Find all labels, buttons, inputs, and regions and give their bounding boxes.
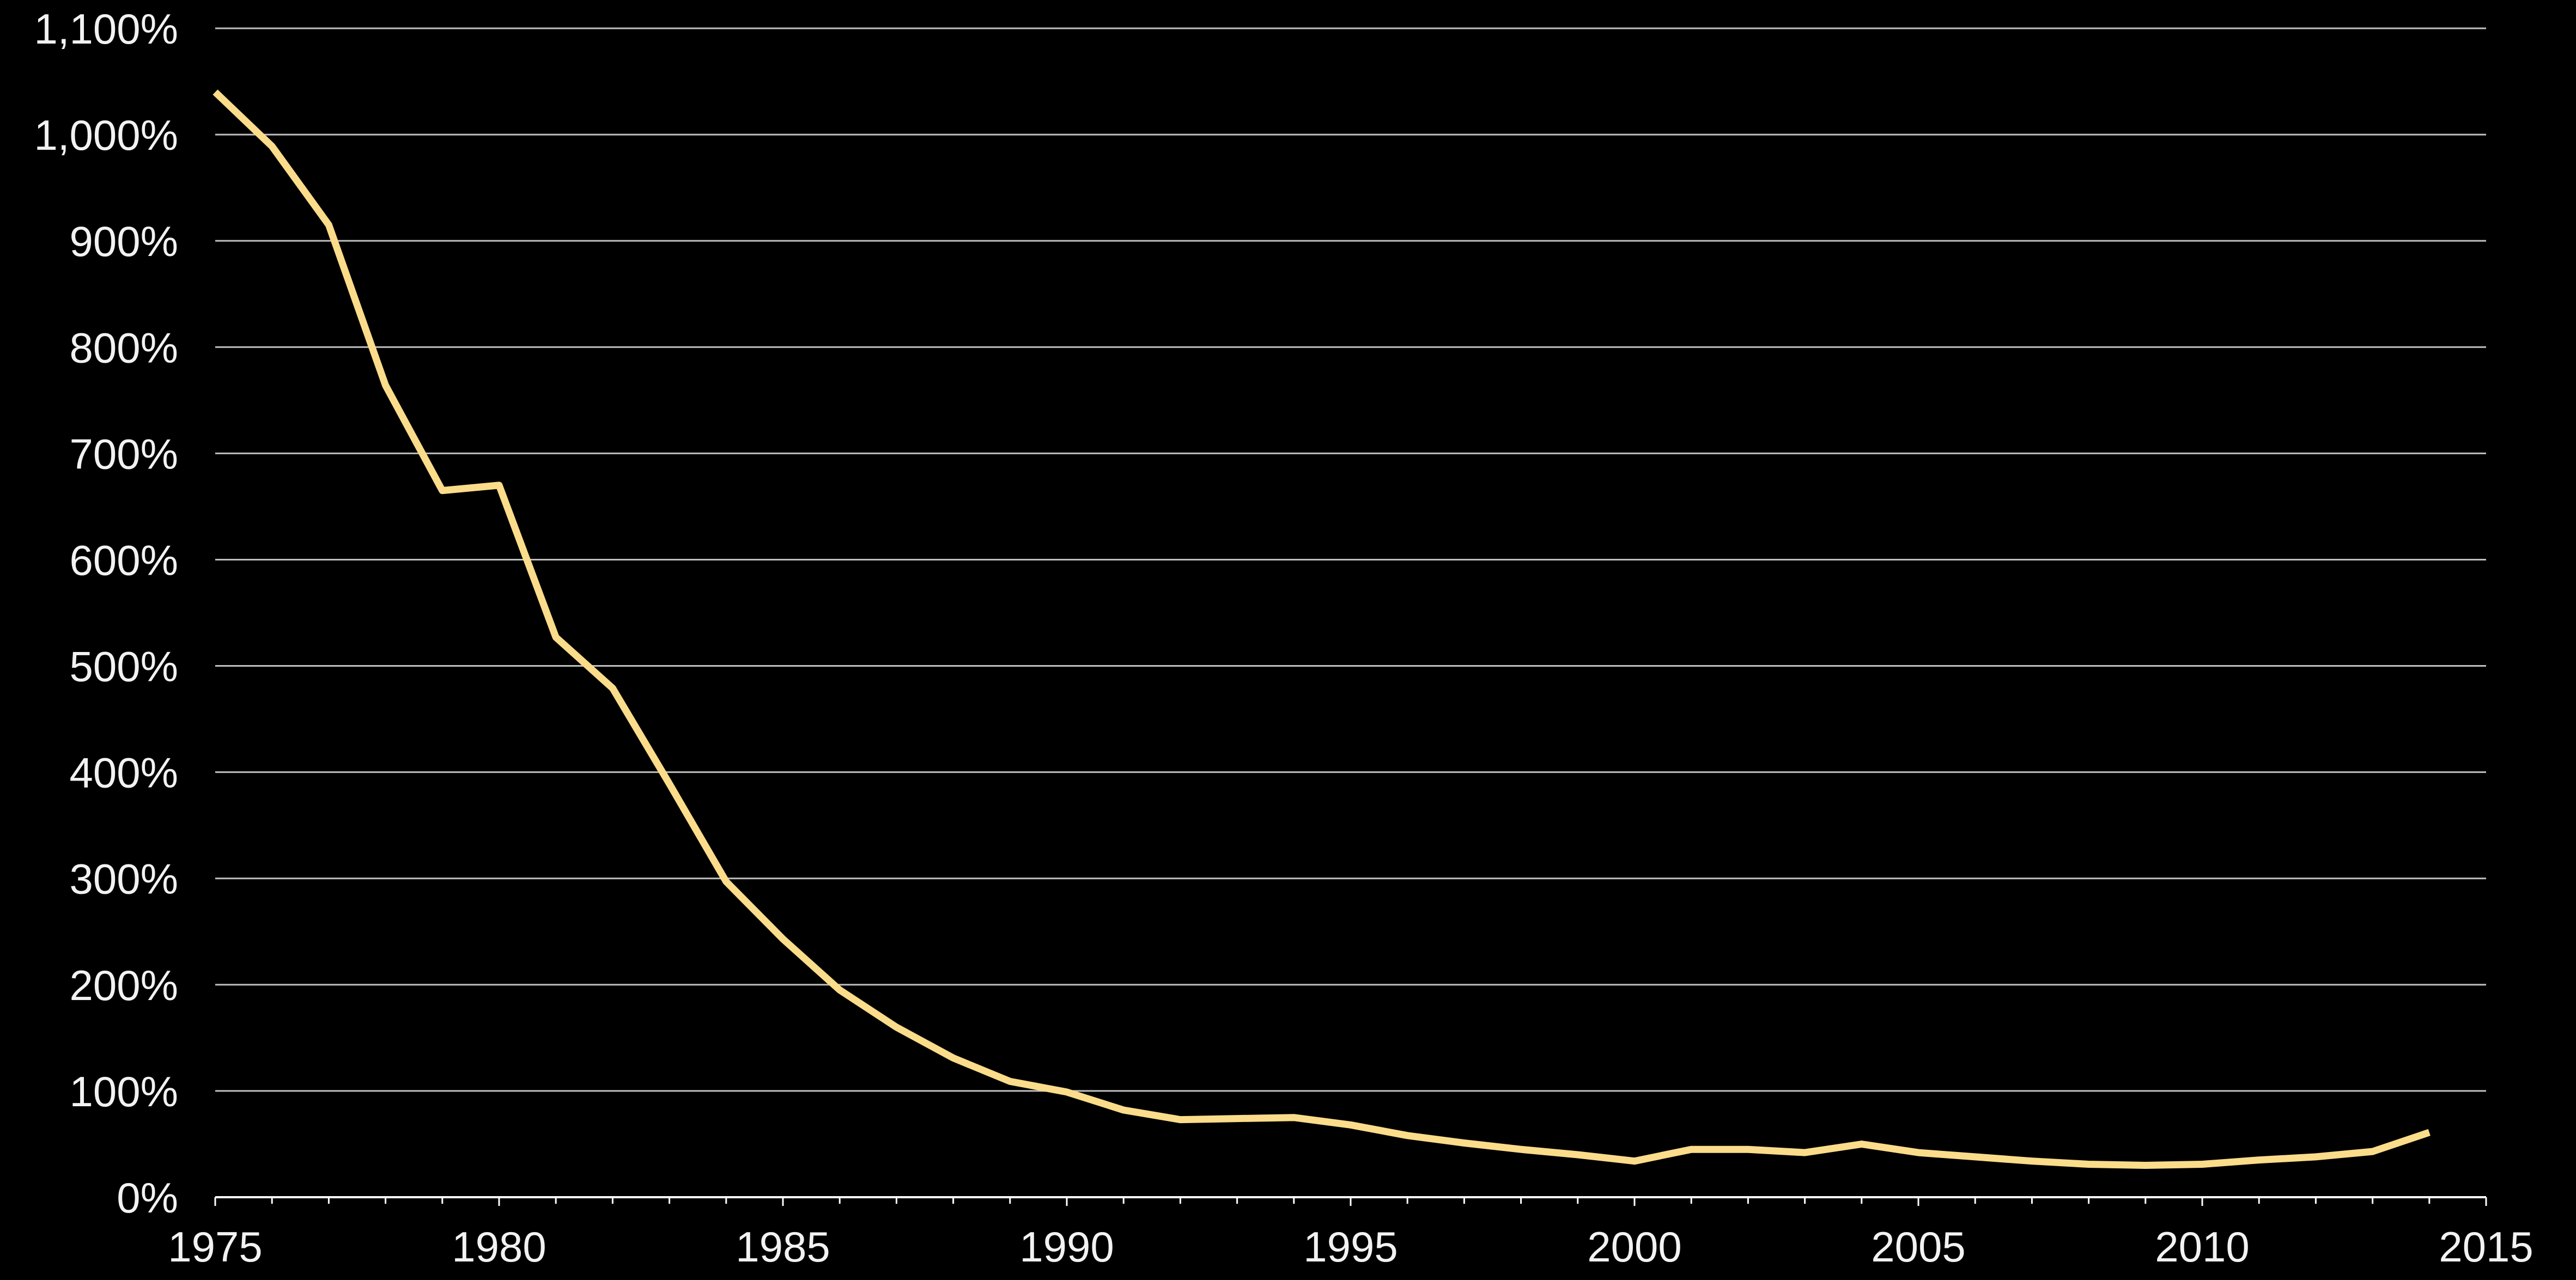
series-line-0 [212,89,2431,1169]
data-point-1975 [212,89,218,95]
series-layer [212,89,2433,1169]
x-axis [214,1196,2487,1206]
y-tick-label-400: 400% [70,749,179,797]
data-point-2010 [2199,1161,2206,1168]
data-point-1977 [325,222,332,228]
y-tick-label-100: 100% [70,1068,179,1116]
data-point-1982 [609,685,616,692]
data-point-1995 [1347,1121,1354,1128]
y-axis-tick-labels: 0% 100% 200% 300% 400% 500% 600% 700% 800% 900% 1,… [34,5,178,1222]
y-tick-label-800: 800% [70,324,179,371]
y-tick-label-1000: 1,000% [34,111,178,159]
data-point-2006 [1972,1154,1978,1160]
data-point-2003 [1802,1149,1808,1156]
data-point-1994 [1291,1114,1297,1121]
data-point-1989 [1007,1078,1013,1084]
data-point-1987 [893,1024,900,1031]
x-tick-label-1975: 1975 [168,1223,263,1271]
data-point-2012 [2312,1154,2319,1160]
x-tick-label-2000: 2000 [1587,1223,1682,1271]
data-point-2009 [2142,1162,2149,1168]
data-point-1981 [552,634,559,641]
data-point-1997 [1461,1140,1467,1147]
data-point-2004 [1858,1141,1865,1147]
y-tick-label-200: 200% [70,961,179,1009]
data-point-1984 [723,879,730,885]
y-tick-label-500: 500% [70,643,179,691]
y-tick-label-0: 0% [117,1174,178,1222]
data-point-1979 [439,487,446,494]
data-point-1993 [1234,1116,1241,1122]
x-tick-label-1980: 1980 [452,1223,546,1271]
data-point-1990 [1064,1089,1070,1095]
data-point-1999 [1575,1151,1581,1158]
data-point-2014 [2426,1129,2433,1136]
x-tick-label-2015: 2015 [2439,1223,2534,1271]
x-tick-label-1995: 1995 [1303,1223,1398,1271]
gridlines [215,27,2486,1092]
data-point-1996 [1404,1132,1411,1139]
data-point-2005 [1915,1149,1922,1156]
x-axis-tick-labels: 1975 1980 1985 1990 1995 2000 2005 2010 2015 [168,1223,2534,1271]
data-point-1986 [836,987,843,993]
x-tick-label-2005: 2005 [1871,1223,1966,1271]
data-point-1985 [780,936,786,942]
data-point-1991 [1120,1107,1127,1113]
data-point-2000 [1631,1158,1638,1165]
data-point-1998 [1518,1146,1524,1153]
data-point-1976 [269,143,275,150]
data-point-2011 [2256,1157,2262,1163]
data-point-1992 [1177,1117,1183,1123]
data-point-2001 [1688,1146,1694,1153]
y-tick-label-700: 700% [70,430,179,478]
data-point-1988 [950,1055,957,1061]
data-point-1983 [666,781,673,787]
data-point-2008 [2086,1161,2092,1168]
data-point-2013 [2370,1148,2376,1155]
y-tick-label-1100: 1,100% [34,5,178,53]
data-point-2007 [2028,1158,2035,1165]
x-tick-label-2010: 2010 [2155,1223,2250,1271]
y-tick-label-600: 600% [70,536,179,584]
data-point-2002 [1745,1146,1751,1153]
x-tick-label-1990: 1990 [1019,1223,1114,1271]
x-tick-label-1985: 1985 [736,1223,830,1271]
y-tick-label-900: 900% [70,217,179,265]
data-point-1978 [382,382,389,389]
data-point-1980 [496,482,502,489]
y-tick-label-300: 300% [70,855,179,903]
